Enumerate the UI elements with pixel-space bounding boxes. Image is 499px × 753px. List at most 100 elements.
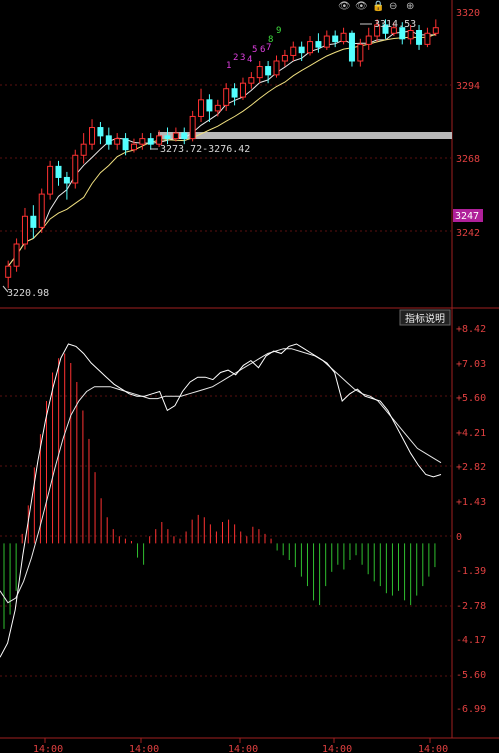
candle-body: [348, 32, 355, 62]
candle-body: [147, 138, 154, 145]
candle-body: [80, 143, 87, 156]
eye-icon[interactable]: 👁: [355, 1, 368, 12]
candle-body: [47, 165, 54, 195]
candle-body: [290, 46, 297, 56]
indicator-help-label: 指标说明: [405, 312, 445, 325]
price-panel: 12 3 45 6 789 3314.53 3273.72-3276.42 3220.9…: [2, 19, 452, 299]
candle-body: [38, 193, 45, 228]
current-price-badge: [453, 209, 483, 222]
candle-body: [256, 66, 263, 79]
candle-body: [97, 127, 104, 137]
moving-average-line: [7, 33, 436, 267]
candle-body: [390, 27, 397, 34]
candle-body: [89, 127, 96, 145]
candle-body: [382, 24, 389, 34]
candle-body: [332, 35, 339, 43]
candle-body: [248, 77, 255, 84]
candle-body: [206, 99, 213, 112]
macd-tick-label: +5.60: [456, 393, 486, 404]
candle-body: [5, 265, 12, 278]
range-annotation: 3273.72-3276.42: [160, 144, 250, 155]
price-tick-label: 3242: [456, 228, 480, 239]
candle-body: [189, 115, 196, 140]
candle-body: [13, 243, 20, 267]
lock-icon[interactable]: 🔒: [372, 0, 384, 12]
macd-tick-label: -2.78: [456, 601, 486, 612]
time-tick-label: 14:00: [33, 744, 63, 753]
macd-dea-line: [0, 348, 442, 604]
time-tick-label: 14:00: [228, 744, 258, 753]
candle-body: [139, 138, 146, 145]
sequence-count: 3: [240, 53, 245, 63]
price-axis: 3320 3294 3268 3242: [456, 8, 480, 239]
macd-tick-label: +4.21: [456, 428, 486, 439]
candle-body: [298, 46, 305, 54]
sequence-count: 4: [247, 55, 252, 65]
sequence-count: 2: [233, 53, 238, 63]
macd-axis: +8.42 +7.03 +5.60 +4.21 +2.82 +1.43 0 -1.39 -2.7…: [456, 324, 486, 715]
candle-body: [55, 165, 62, 178]
current-price-label: 3247: [455, 211, 479, 222]
macd-tick-label: +2.82: [456, 462, 486, 473]
eye-icon[interactable]: 👁: [338, 1, 351, 12]
candle-body: [374, 24, 381, 37]
candle-body: [156, 135, 163, 145]
macd-tick-label: -6.99: [456, 704, 486, 715]
sequence-count: 8: [268, 35, 273, 45]
moving-average-line: [7, 30, 436, 267]
price-tick-label: 3294: [456, 81, 480, 92]
candle-body: [307, 41, 314, 54]
candle-body: [122, 138, 129, 151]
time-tick-label: 14:00: [418, 744, 448, 753]
candle-body: [164, 135, 171, 140]
high-annotation: 3314.53: [374, 19, 416, 30]
candlesticks: [5, 19, 439, 289]
macd-tick-label: -5.60: [456, 670, 486, 681]
candle-body: [114, 138, 121, 145]
sequence-count: 6: [260, 45, 265, 55]
price-range-band: [158, 132, 452, 139]
candle-body: [340, 32, 347, 43]
time-tick-label: 14:00: [129, 744, 159, 753]
candle-body: [214, 104, 221, 112]
candle-body: [223, 88, 230, 106]
macd-panel: [0, 343, 442, 658]
sequence-count: 1: [226, 61, 231, 71]
candle-body: [424, 32, 431, 45]
candle-body: [416, 30, 423, 45]
plus-icon[interactable]: ⊕: [406, 1, 414, 12]
candle-body: [315, 41, 322, 48]
indicator-help-button[interactable]: [399, 309, 451, 326]
macd-tick-label: -1.39: [456, 566, 486, 577]
candle-body: [172, 132, 179, 140]
candle-body: [63, 176, 70, 184]
macd-tick-label: +7.03: [456, 359, 486, 370]
candle-body: [399, 27, 406, 40]
candle-body: [181, 132, 188, 140]
candle-body: [265, 66, 272, 76]
candle-body: [432, 27, 439, 34]
candle-body: [365, 35, 372, 45]
moving-average-lines: [7, 30, 436, 267]
price-tick-label: 3268: [456, 154, 480, 165]
sequence-count: 7: [266, 43, 271, 53]
macd-tick-label: +8.42: [456, 324, 486, 335]
macd-dif-line: [0, 343, 442, 658]
macd-tick-label: -4.17: [456, 635, 486, 646]
sequence-count: 9: [276, 26, 281, 36]
macd-histogram: [3, 353, 436, 629]
minus-icon[interactable]: ⊖: [389, 1, 397, 12]
chart-toolbar: 👁 👁 🔒 ⊖ ⊕: [338, 0, 414, 12]
low-annotation: 3220.98: [7, 288, 49, 299]
candle-body: [273, 60, 280, 76]
candle-body: [231, 88, 238, 98]
candle-body: [407, 30, 414, 40]
candle-body: [357, 43, 364, 62]
candle-body: [21, 215, 28, 245]
macd-tick-label: +1.43: [456, 497, 486, 508]
candle-body: [198, 99, 205, 117]
candle-body: [105, 135, 112, 145]
sequence-count: 5: [252, 45, 257, 55]
